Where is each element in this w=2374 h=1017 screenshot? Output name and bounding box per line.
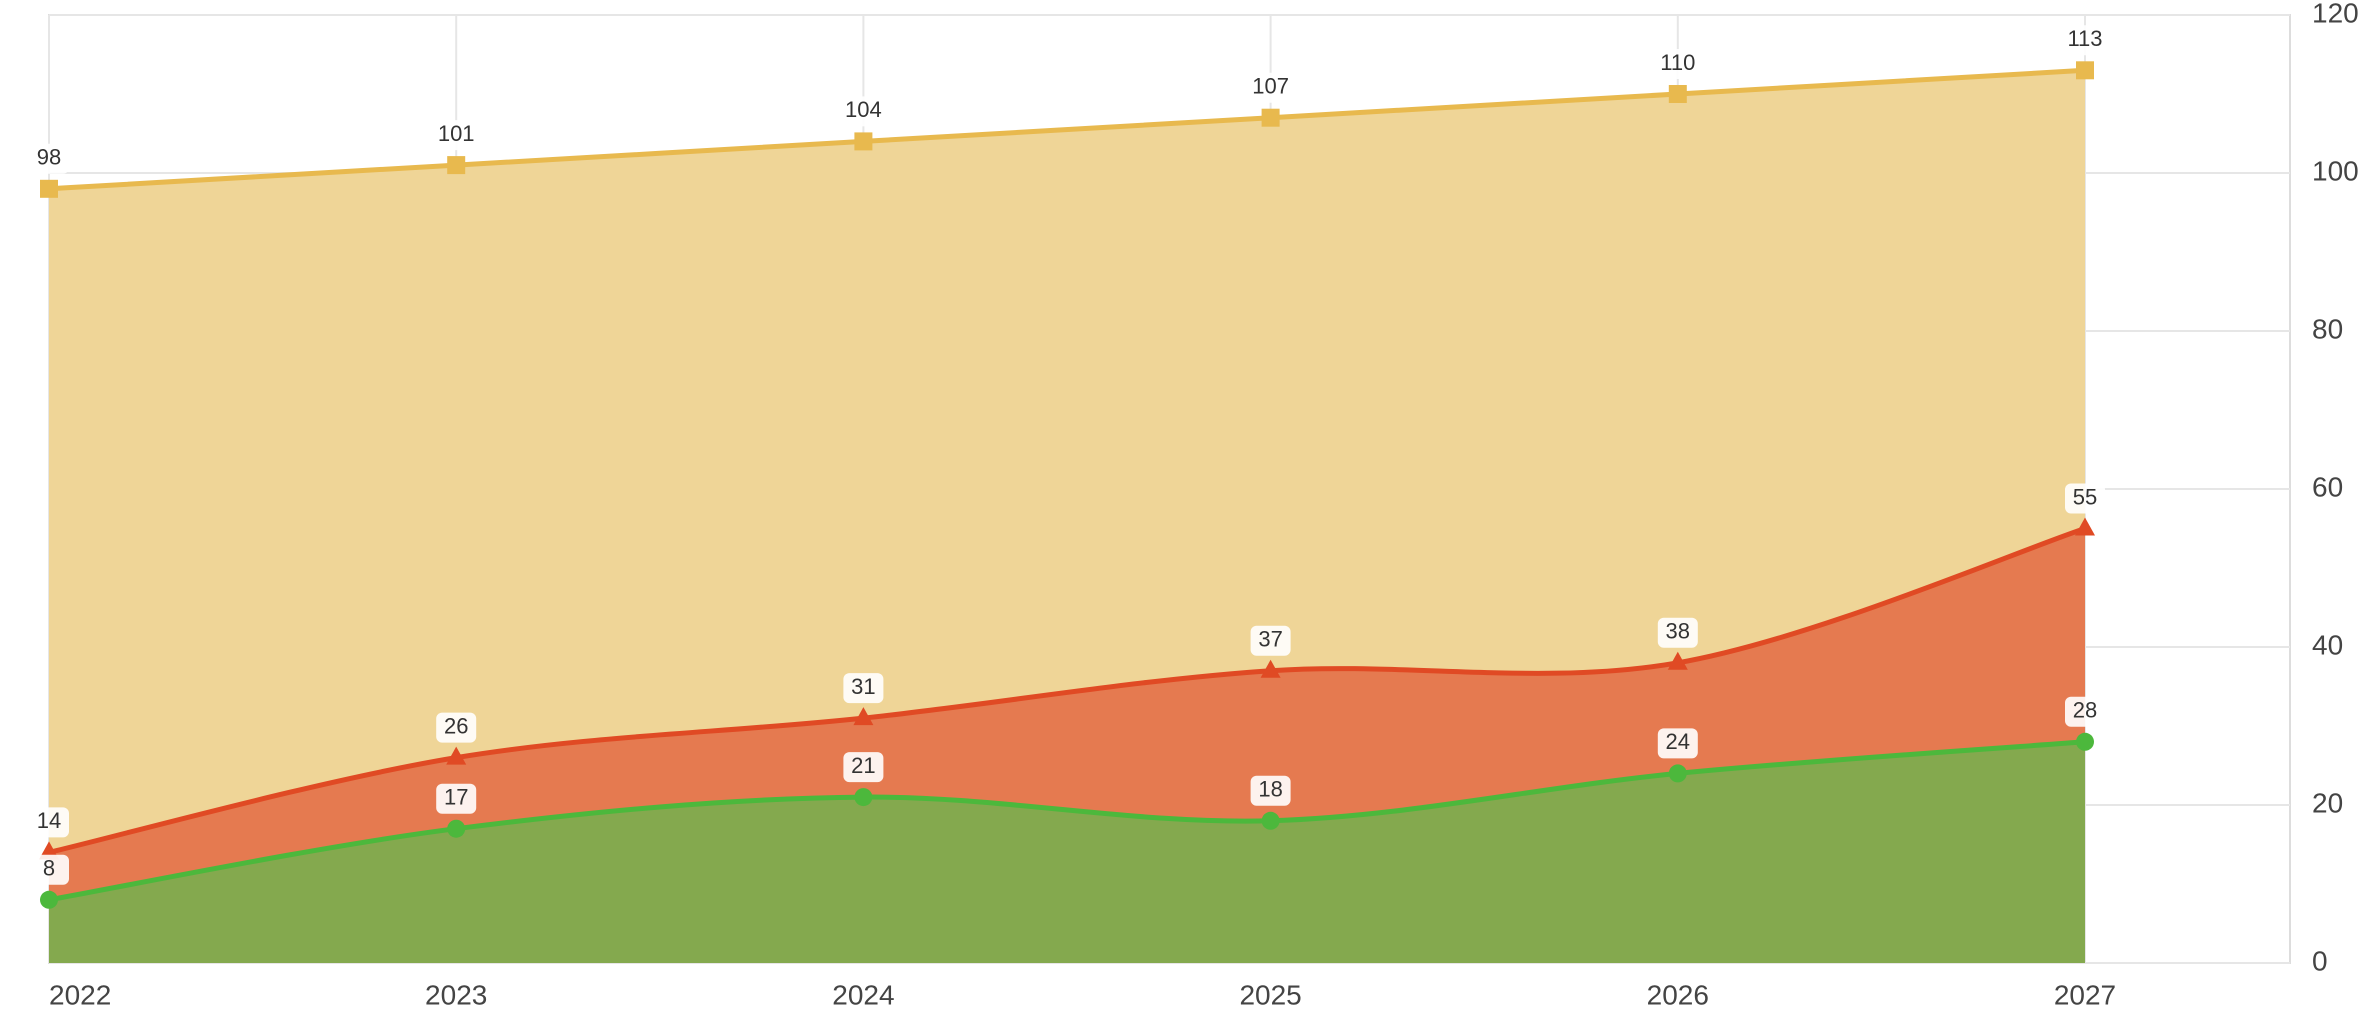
x-tick-label: 2023 xyxy=(425,979,487,1010)
marker xyxy=(446,746,467,765)
marker xyxy=(1261,811,1280,830)
data-label-bg xyxy=(1250,72,1291,103)
data-label: 98 xyxy=(37,145,61,170)
marker xyxy=(1261,108,1280,127)
data-label-bg xyxy=(2065,483,2105,514)
y-tick-label: 20 xyxy=(2312,787,2343,818)
y-tick-label: 0 xyxy=(2312,945,2328,976)
data-label: 24 xyxy=(1666,729,1690,754)
data-label-bg xyxy=(436,783,477,814)
line xyxy=(48,67,2086,192)
data-label: 18 xyxy=(1258,777,1282,802)
data-label-bg xyxy=(1250,775,1291,806)
data-label-bg xyxy=(1657,49,1698,79)
data-label-bg xyxy=(436,120,477,151)
data-label-bg xyxy=(1657,728,1698,759)
data-label: 104 xyxy=(845,97,882,122)
marker xyxy=(447,156,466,175)
line xyxy=(48,739,2086,903)
data-label: 110 xyxy=(1660,50,1695,75)
marker xyxy=(2076,732,2094,751)
x-tick-label: 2022 xyxy=(49,979,111,1010)
data-label: 107 xyxy=(1252,74,1289,99)
data-label-bg xyxy=(2065,696,2105,727)
marker xyxy=(2076,61,2094,80)
y-tick-label: 40 xyxy=(2312,629,2343,660)
x-tick-label: 2025 xyxy=(1239,979,1301,1010)
data-label: 101 xyxy=(438,121,475,146)
x-tick-label: 2026 xyxy=(1647,979,1709,1010)
data-label: 37 xyxy=(1258,627,1282,652)
data-label-bg xyxy=(843,752,884,783)
data-label: 113 xyxy=(2067,26,2102,51)
data-label: 31 xyxy=(851,674,875,699)
y-tick-label: 80 xyxy=(2312,313,2343,344)
marker xyxy=(40,179,58,198)
marker xyxy=(1260,659,1281,678)
data-label-bg xyxy=(1657,617,1698,648)
data-label-bg xyxy=(843,673,884,704)
data-label: 26 xyxy=(444,713,468,738)
data-label-bg xyxy=(29,807,69,838)
marker xyxy=(40,890,58,909)
data-label-bg xyxy=(1250,625,1291,656)
marker xyxy=(447,819,466,838)
area xyxy=(49,741,2085,963)
marker xyxy=(1668,764,1687,783)
data-label: 8 xyxy=(43,856,55,881)
marker xyxy=(1667,651,1688,670)
x-tick-label: 2024 xyxy=(832,979,894,1010)
data-label: 17 xyxy=(444,785,468,810)
data-label: 28 xyxy=(2073,698,2097,723)
marker xyxy=(854,132,873,151)
marker xyxy=(1668,85,1687,103)
x-tick-label: 2027 xyxy=(2054,979,2116,1010)
data-label: 14 xyxy=(37,808,61,833)
data-label-bg xyxy=(29,854,69,885)
data-label-bg xyxy=(29,143,69,174)
marker xyxy=(853,707,874,726)
data-label: 21 xyxy=(851,753,875,778)
data-label-bg xyxy=(2065,25,2105,56)
y-tick-label: 100 xyxy=(2312,155,2359,186)
marker xyxy=(2075,517,2095,536)
data-label-bg xyxy=(843,96,884,127)
y-tick-label: 120 xyxy=(2312,0,2359,28)
data-label: 55 xyxy=(2073,484,2097,509)
line xyxy=(48,526,2086,855)
y-tick-label: 60 xyxy=(2312,471,2343,502)
data-label-bg xyxy=(436,712,477,743)
marker xyxy=(854,788,873,807)
data-label: 38 xyxy=(1666,619,1690,644)
